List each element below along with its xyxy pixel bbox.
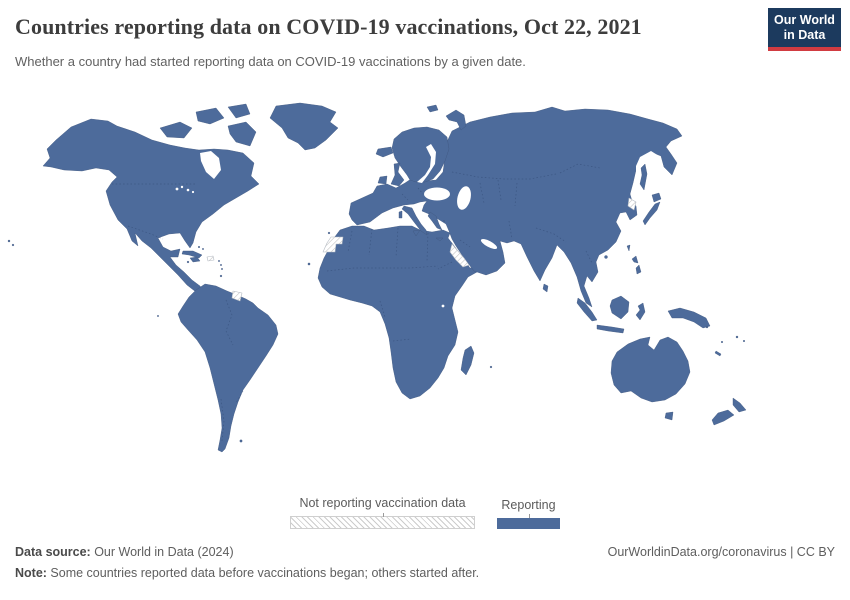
region-trinidad[interactable] — [219, 274, 223, 278]
region-north-korea-hatched[interactable] — [627, 197, 637, 211]
region-jamaica[interactable] — [186, 260, 190, 264]
sea-baltic — [417, 144, 436, 183]
region-ireland[interactable] — [377, 175, 388, 185]
region-hispaniola[interactable] — [189, 256, 201, 263]
owid-logo-line2: in Data — [783, 28, 826, 42]
region-puerto-rico-hatched[interactable] — [206, 255, 215, 262]
region-hawaii-1[interactable] — [7, 239, 11, 243]
region-fiji[interactable] — [735, 335, 739, 339]
owid-logo[interactable]: Our World in Data — [768, 8, 841, 51]
sea-hudson-bay — [200, 151, 221, 179]
region-corsica-sardinia[interactable] — [398, 210, 403, 219]
legend-swatch-reporting[interactable] — [497, 514, 560, 529]
country-borders — [112, 163, 601, 442]
region-sulawesi[interactable] — [635, 302, 646, 321]
lake-michigan — [180, 185, 184, 189]
page-title: Countries reporting data on COVID-19 vac… — [15, 14, 642, 39]
region-eurasia[interactable] — [348, 106, 683, 308]
region-hainan[interactable] — [604, 255, 608, 259]
region-scandinavia[interactable] — [391, 126, 450, 183]
region-french-guiana-hatched[interactable] — [231, 290, 243, 302]
region-fiji-2[interactable] — [743, 340, 746, 343]
legend-item-not-reporting[interactable]: Not reporting vaccination data — [290, 496, 475, 529]
region-taiwan[interactable] — [626, 244, 631, 252]
legend-swatch-not-reporting[interactable] — [290, 513, 475, 529]
region-falkland-islands[interactable] — [239, 439, 243, 443]
sea-caspian — [457, 186, 471, 210]
map-legend: Not reporting vaccination data Reporting — [0, 496, 850, 529]
region-south-america[interactable] — [177, 283, 279, 453]
region-united-kingdom[interactable] — [390, 162, 405, 187]
note-label: Note: — [15, 566, 47, 580]
page-subtitle: Whether a country had started reporting … — [15, 54, 526, 69]
region-galapagos[interactable] — [157, 315, 159, 317]
sea-black-sea — [424, 187, 450, 201]
region-sakhalin[interactable] — [639, 163, 648, 191]
data-source-label: Data source: — [15, 545, 91, 559]
owid-coronavirus-link[interactable]: OurWorldinData.org/coronavirus | CC BY — [607, 545, 835, 559]
region-new-zealand[interactable] — [711, 397, 747, 426]
region-western-sahara-hatched[interactable] — [322, 236, 344, 253]
lake-superior — [175, 187, 179, 191]
region-eritrea-hatched[interactable] — [449, 243, 470, 268]
region-italy[interactable] — [401, 205, 428, 237]
region-greece[interactable] — [427, 211, 444, 242]
region-sumatra[interactable] — [576, 297, 598, 322]
lake-ontario — [191, 190, 195, 194]
region-borneo[interactable] — [609, 295, 630, 320]
region-cyprus[interactable] — [443, 219, 446, 222]
region-canary-islands[interactable] — [327, 231, 331, 235]
region-java[interactable] — [596, 324, 625, 334]
region-novaya-zemlya[interactable] — [445, 109, 467, 131]
region-sri-lanka[interactable] — [542, 283, 549, 293]
region-hawaii-2[interactable] — [11, 243, 15, 247]
owid-logo-line1: Our World — [774, 13, 835, 27]
region-new-guinea[interactable] — [667, 307, 711, 329]
region-lesser-antilles-2[interactable] — [220, 264, 222, 266]
legend-label-not-reporting: Not reporting vaccination data — [299, 496, 466, 510]
region-svalbard[interactable] — [426, 104, 439, 113]
region-greenland[interactable] — [269, 102, 339, 151]
world-map[interactable] — [0, 95, 850, 495]
region-philippines[interactable] — [631, 255, 642, 275]
region-new-caledonia[interactable] — [714, 350, 722, 357]
data-source-value: Our World in Data (2024) — [90, 545, 234, 559]
chart-footer: Data source: Our World in Data (2024) Ou… — [15, 545, 835, 580]
region-arctic-islands[interactable] — [159, 103, 257, 147]
region-lesser-antilles-3[interactable] — [221, 268, 223, 270]
region-japan[interactable] — [642, 192, 662, 226]
sea-persian-gulf — [480, 239, 498, 249]
legend-item-reporting[interactable]: Reporting — [497, 498, 560, 529]
region-africa[interactable] — [317, 225, 479, 400]
legend-label-reporting: Reporting — [501, 498, 556, 512]
region-lesser-antilles-1[interactable] — [218, 260, 220, 262]
region-vanuatu[interactable] — [721, 341, 724, 344]
region-cape-verde[interactable] — [307, 262, 311, 266]
note-line: Note: Some countries reported data befor… — [15, 566, 835, 580]
region-madagascar[interactable] — [460, 345, 475, 376]
region-tasmania[interactable] — [664, 411, 674, 421]
lake-huron — [186, 188, 190, 192]
region-iceland[interactable] — [375, 146, 394, 158]
region-north-america[interactable] — [42, 118, 260, 293]
region-solomon-islands[interactable] — [705, 325, 709, 329]
data-source-line: Data source: Our World in Data (2024) — [15, 545, 234, 559]
region-cuba[interactable] — [181, 250, 203, 259]
region-bahamas-2[interactable] — [202, 248, 204, 250]
region-mauritius[interactable] — [489, 365, 493, 369]
region-australia[interactable] — [610, 336, 691, 403]
note-value: Some countries reported data before vacc… — [46, 566, 480, 580]
region-bahamas[interactable] — [197, 245, 200, 248]
lake-victoria — [441, 304, 445, 308]
